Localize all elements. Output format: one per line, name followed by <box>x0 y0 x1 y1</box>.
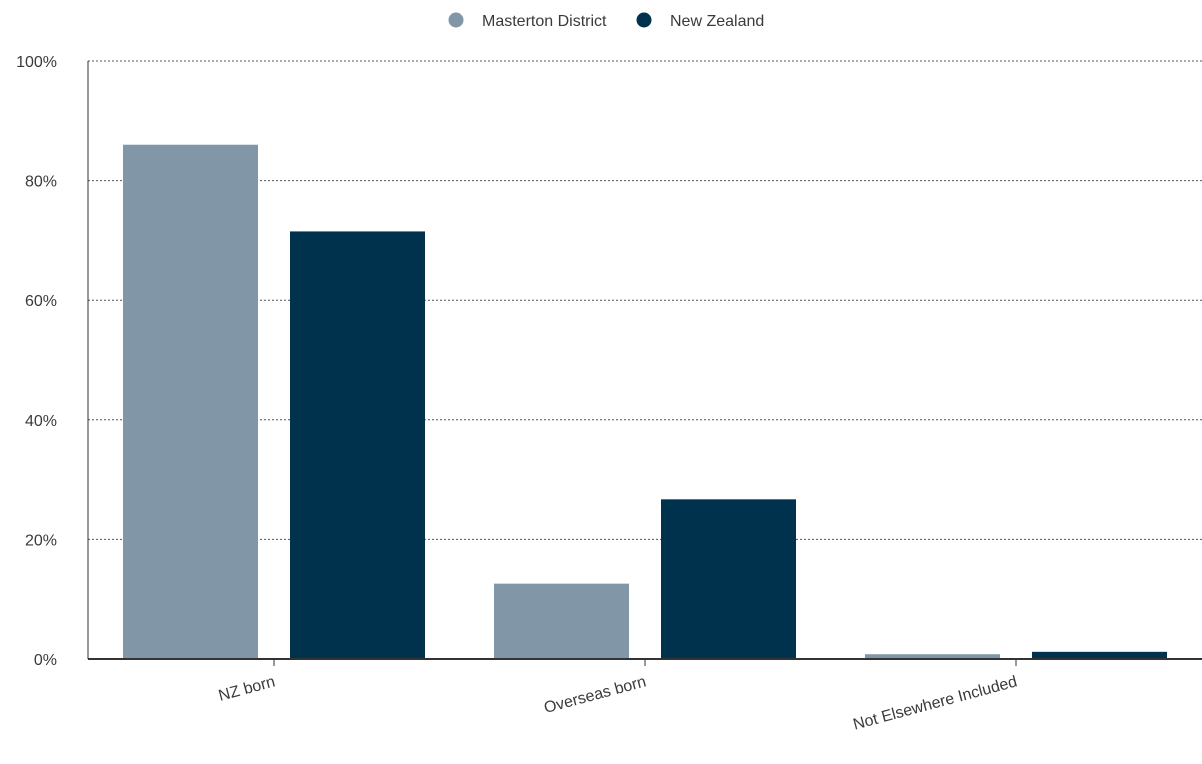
y-tick-label: 40% <box>25 413 57 430</box>
legend-label-new-zealand: New Zealand <box>670 13 764 30</box>
bar-masterton-district-overseas-born <box>494 583 629 659</box>
y-tick-label: 60% <box>25 293 57 310</box>
y-tick-label: 80% <box>25 174 57 191</box>
bar-masterton-district-not-elsewhere-included <box>865 654 1000 659</box>
x-axis-ticks <box>273 659 1017 666</box>
legend-swatch-new-zealand <box>636 12 652 28</box>
bar-masterton-district-nz-born <box>123 144 258 660</box>
y-axis-ticks: 0% 20% 40% 60% 80% 100% <box>16 54 57 669</box>
bar-new-zealand-not-elsewhere-included <box>1032 651 1167 659</box>
category-label-not-elsewhere-included: Not Elsewhere Included <box>851 673 1019 733</box>
y-tick-label: 100% <box>16 54 57 71</box>
category-labels: NZ born Overseas born Not Elsewhere Incl… <box>217 673 1019 733</box>
bars <box>123 144 1167 660</box>
bar-new-zealand-overseas-born <box>661 499 796 659</box>
y-tick-label: 0% <box>34 652 57 669</box>
y-tick-label: 20% <box>25 532 57 549</box>
legend-swatch-masterton-district <box>448 12 464 28</box>
gridlines <box>88 60 1202 540</box>
legend: Masterton District New Zealand <box>448 12 764 30</box>
category-label-overseas-born: Overseas born <box>542 673 648 717</box>
bar-new-zealand-nz-born <box>290 231 425 659</box>
category-label-nz-born: NZ born <box>217 673 277 704</box>
legend-label-masterton-district: Masterton District <box>482 13 607 30</box>
